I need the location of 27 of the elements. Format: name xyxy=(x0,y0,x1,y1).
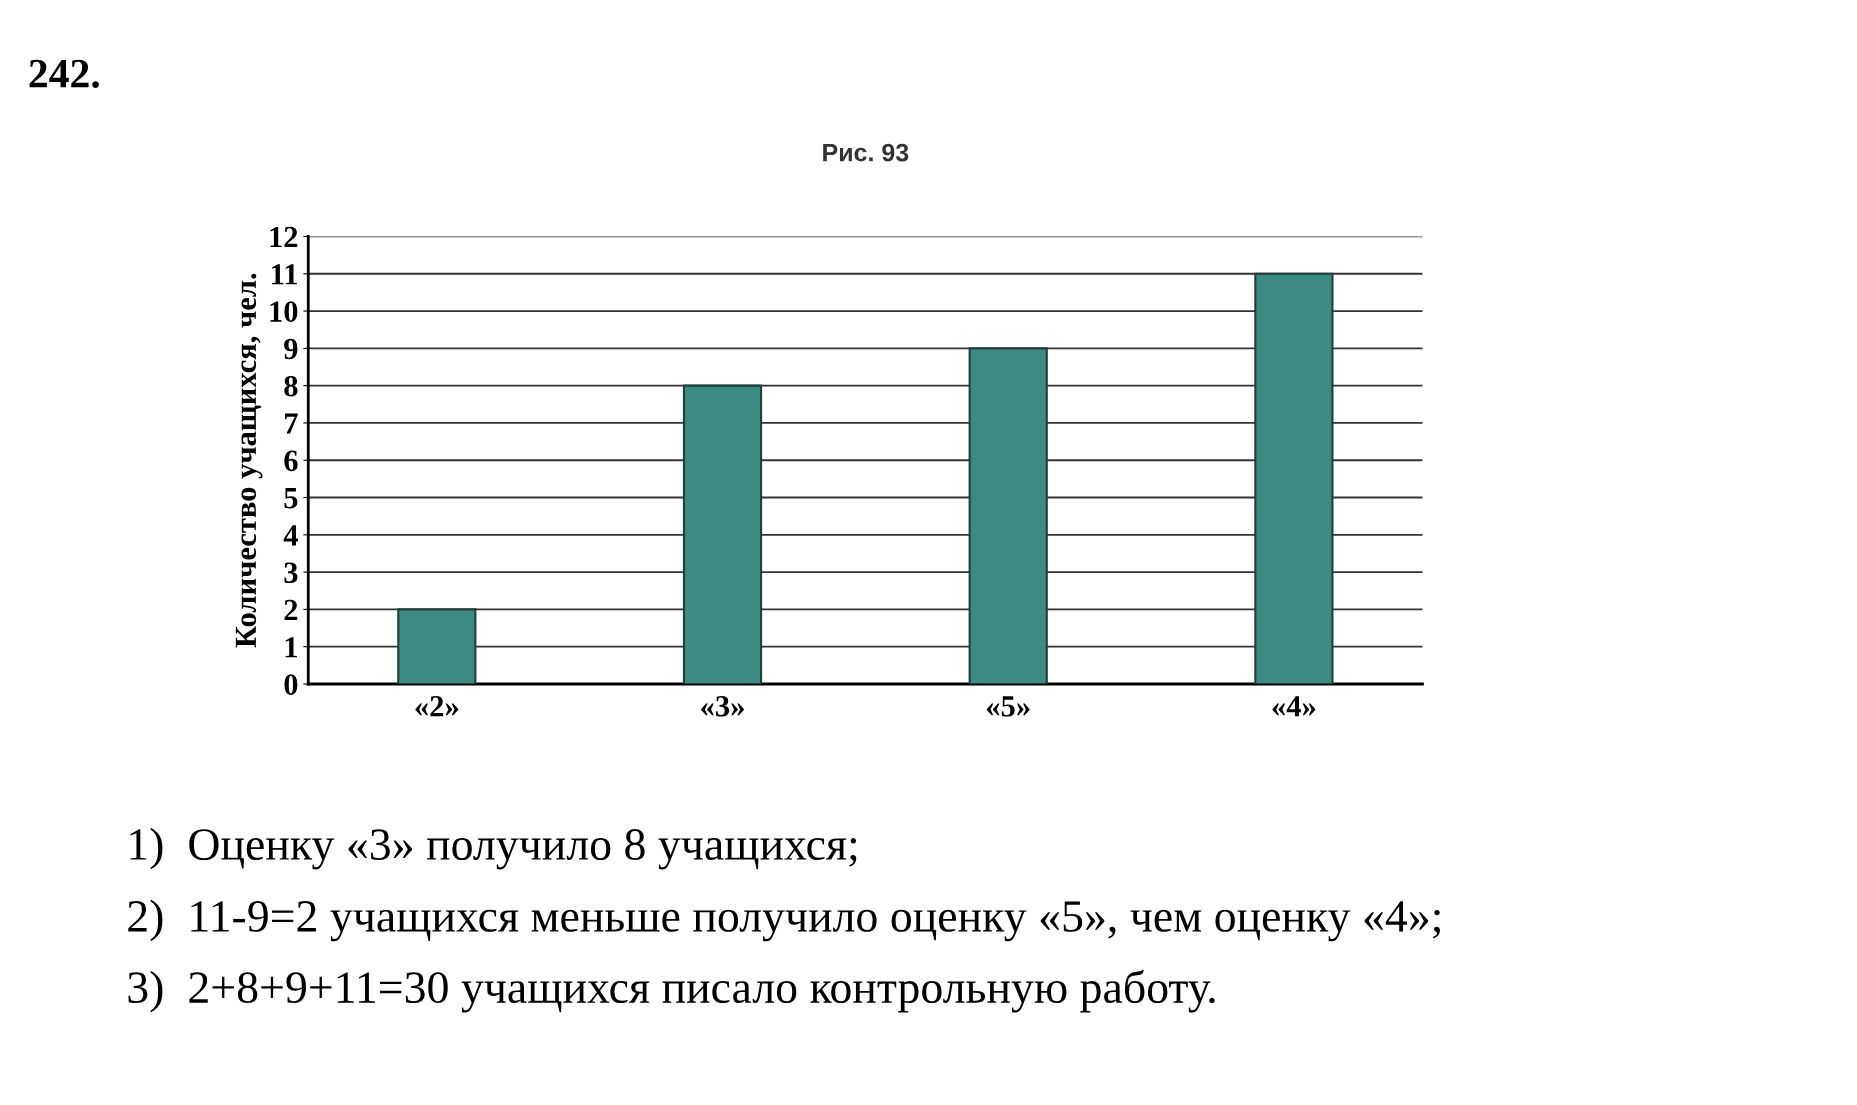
x-tick-label: «5» xyxy=(986,696,1030,717)
chart-subtitle: Рис. 93 xyxy=(823,143,909,162)
y-tick-label: 4 xyxy=(283,525,298,546)
y-tick-label: 9 xyxy=(284,338,298,360)
y-axis-title: Количество учащихся, чел. xyxy=(235,273,263,648)
y-tick-label: 5 xyxy=(284,488,298,509)
text: 1) Оценку «3» получило 8 учащихся; xyxy=(130,827,857,870)
text: 3) 2+8+9+11=30 учащихся писало контрольную работу. xyxy=(128,969,1215,1013)
y-tick-label: 0 xyxy=(284,674,298,695)
y-tick-label: 6 xyxy=(284,450,298,472)
bar xyxy=(968,347,1048,684)
x-tick-label: «3» xyxy=(701,696,744,717)
chart-title: 242. xyxy=(29,59,99,88)
y-tick-label: 2 xyxy=(284,599,298,621)
y-tick-label: 11 xyxy=(272,264,297,285)
text: 2) 11-9=2 учащихся меньше получило оценку «5», чем оценку «4»; xyxy=(128,899,1440,942)
y-tick-label: 8 xyxy=(284,375,298,397)
bar xyxy=(682,384,763,684)
bar xyxy=(1254,272,1334,684)
x-tick-label: «4» xyxy=(1272,696,1316,717)
y-tick-label: 7 xyxy=(285,413,298,434)
y-tick-label: 12 xyxy=(270,226,298,248)
x-tick-label: «2» xyxy=(415,696,459,717)
y-tick-label: 1 xyxy=(285,637,297,658)
y-tick-label: 10 xyxy=(270,301,298,322)
y-tick-label: 3 xyxy=(284,562,298,584)
bar xyxy=(397,608,477,684)
